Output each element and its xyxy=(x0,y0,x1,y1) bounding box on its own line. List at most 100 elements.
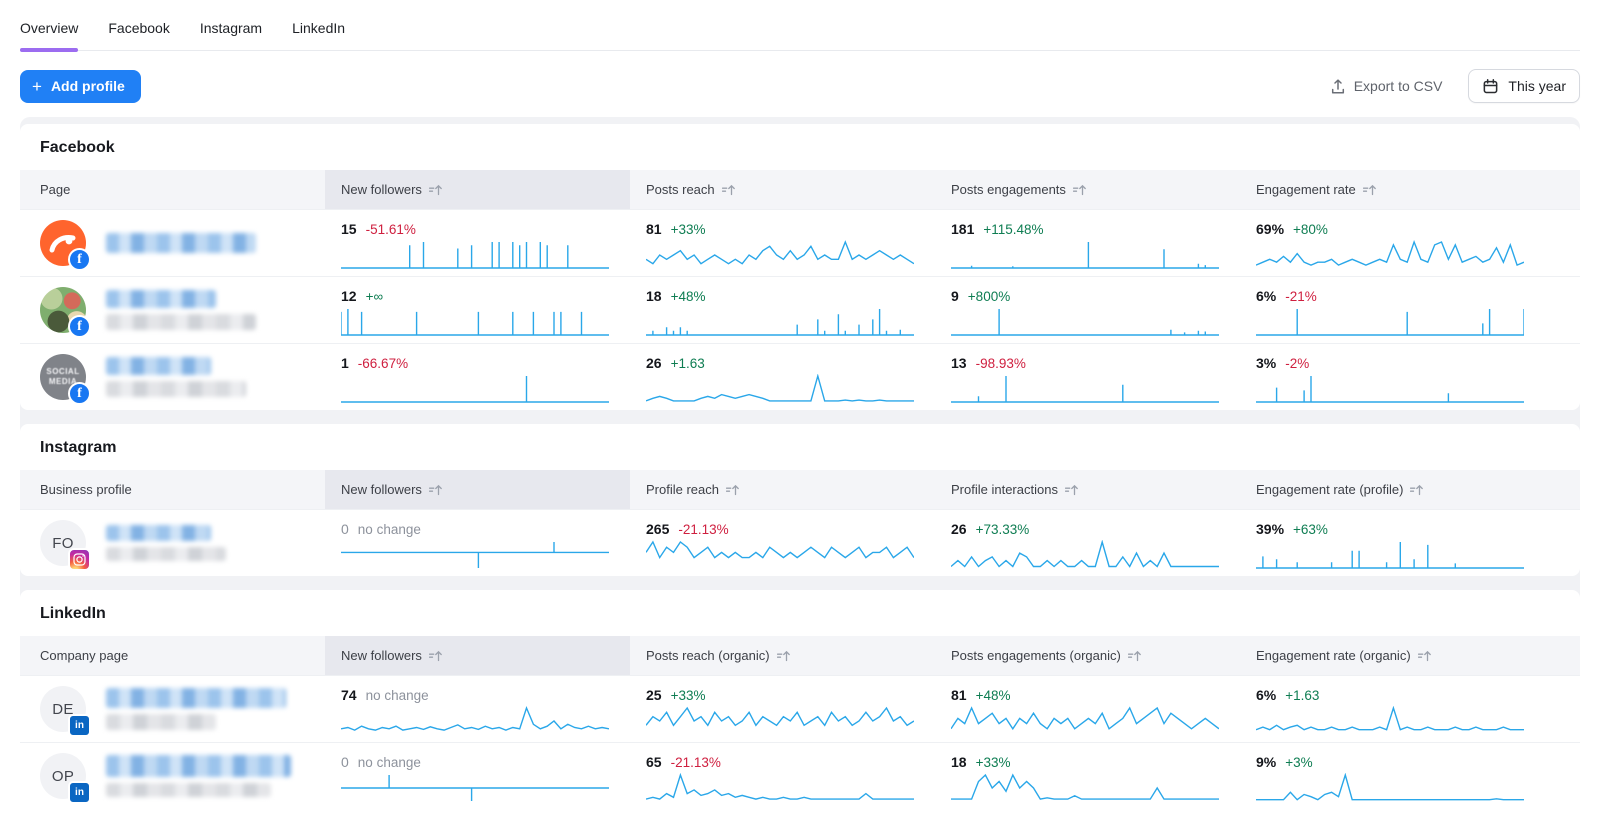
metric-value: 1 xyxy=(341,355,349,371)
metric-top: 6%+1.63 xyxy=(1256,687,1558,703)
column-header-profile-reach[interactable]: Profile reach xyxy=(630,470,935,509)
metric-value: 74 xyxy=(341,687,357,703)
metric-cell-posts-reach: 81+33% xyxy=(630,210,935,276)
profile-avatar: f xyxy=(40,287,86,333)
metric-value: 39% xyxy=(1256,521,1284,537)
sparkline-chart xyxy=(951,540,1219,570)
metric-change: +48% xyxy=(976,688,1011,703)
metric-top: 0no change xyxy=(341,521,608,537)
metric-top: 74no change xyxy=(341,687,608,703)
top-navigation: Overview Facebook Instagram LinkedIn xyxy=(0,0,1600,51)
metric-cell-new-followers: 0no change xyxy=(325,743,630,809)
table-row: SOCIALMEDIAf1-66.67%26+1.6313-98.93%3%-2… xyxy=(20,343,1580,410)
column-header-label: Engagement rate xyxy=(1256,182,1356,197)
column-header-page: Page xyxy=(20,170,325,209)
column-header-profile-interactions[interactable]: Profile interactions xyxy=(935,470,1240,509)
sparkline-chart xyxy=(341,540,609,570)
metric-top: 26+1.63 xyxy=(646,355,913,371)
metric-change: +1.63 xyxy=(1285,688,1319,703)
metric-value: 6% xyxy=(1256,288,1276,304)
metric-cell-profile-reach: 265-21.13% xyxy=(630,510,935,576)
metric-top: 1-66.67% xyxy=(341,355,608,371)
metric-cell-engagement-rate: 6%-21% xyxy=(1240,277,1580,343)
metric-cell-engagement-rate-profile: 39%+63% xyxy=(1240,510,1580,576)
metric-value: 26 xyxy=(951,521,967,537)
metric-cell-new-followers: 12+∞ xyxy=(325,277,630,343)
profile-cell[interactable]: DEin xyxy=(20,676,325,742)
instagram-badge-icon xyxy=(68,548,91,571)
column-header-new-followers[interactable]: New followers xyxy=(325,470,630,509)
sort-icon xyxy=(777,650,791,662)
tab-instagram[interactable]: Instagram xyxy=(200,16,262,50)
metric-top: 39%+63% xyxy=(1256,521,1558,537)
redacted-profile-name xyxy=(106,357,246,397)
metric-value: 181 xyxy=(951,221,974,237)
column-header-label: Profile reach xyxy=(646,482,719,497)
column-header-label: Posts reach xyxy=(646,182,715,197)
metric-cell-engagement-rate: 69%+80% xyxy=(1240,210,1580,276)
section-instagram: InstagramBusiness profileNew followersPr… xyxy=(20,424,1580,576)
export-csv-button[interactable]: Export to CSV xyxy=(1330,78,1443,95)
metric-change: +3% xyxy=(1285,755,1312,770)
profile-cell[interactable]: OPin xyxy=(20,743,325,809)
column-header-posts-reach-organic[interactable]: Posts reach (organic) xyxy=(630,636,935,675)
metric-value: 13 xyxy=(951,355,967,371)
sparkline-chart xyxy=(1256,773,1524,803)
metric-value: 81 xyxy=(951,687,967,703)
metric-value: 9 xyxy=(951,288,959,304)
metric-top: 181+115.48% xyxy=(951,221,1218,237)
sparkline-chart xyxy=(646,374,914,404)
metric-cell-posts-engagements: 13-98.93% xyxy=(935,344,1240,410)
metric-value: 25 xyxy=(646,687,662,703)
add-profile-button[interactable]: + Add profile xyxy=(20,70,141,103)
tab-linkedin[interactable]: LinkedIn xyxy=(292,16,345,50)
tab-bar: Overview Facebook Instagram LinkedIn xyxy=(20,16,1580,51)
profile-cell[interactable]: f xyxy=(20,210,325,276)
redacted-text-line xyxy=(106,290,216,308)
column-header-engagement-rate-organic[interactable]: Engagement rate (organic) xyxy=(1240,636,1580,675)
metric-value: 81 xyxy=(646,221,662,237)
column-header-label: Posts reach (organic) xyxy=(646,648,770,663)
metric-change: -2% xyxy=(1285,356,1309,371)
column-header-engagement-rate[interactable]: Engagement rate xyxy=(1240,170,1580,209)
sparkline-chart xyxy=(951,240,1219,270)
sparkline-chart xyxy=(951,374,1219,404)
metric-cell-new-followers: 15-51.61% xyxy=(325,210,630,276)
metric-top: 265-21.13% xyxy=(646,521,913,537)
metric-value: 9% xyxy=(1256,754,1276,770)
column-header-posts-engagements[interactable]: Posts engagements xyxy=(935,170,1240,209)
sort-icon xyxy=(1418,650,1432,662)
column-header-engagement-rate-profile[interactable]: Engagement rate (profile) xyxy=(1240,470,1580,509)
sparkline-chart xyxy=(951,773,1219,803)
column-header-new-followers[interactable]: New followers xyxy=(325,636,630,675)
column-header-posts-engagements-organic[interactable]: Posts engagements (organic) xyxy=(935,636,1240,675)
section-title: Facebook xyxy=(20,124,1580,170)
profile-cell[interactable]: FO xyxy=(20,510,325,576)
profile-cell[interactable]: f xyxy=(20,277,325,343)
export-csv-label: Export to CSV xyxy=(1354,78,1443,94)
metric-cell-posts-reach-organic: 25+33% xyxy=(630,676,935,742)
metric-cell-posts-engagements: 9+800% xyxy=(935,277,1240,343)
tab-facebook[interactable]: Facebook xyxy=(108,16,169,50)
metric-cell-new-followers: 74no change xyxy=(325,676,630,742)
sort-icon xyxy=(429,650,443,662)
metric-value: 69% xyxy=(1256,221,1284,237)
date-range-button[interactable]: This year xyxy=(1468,69,1580,103)
metric-cell-posts-engagements: 181+115.48% xyxy=(935,210,1240,276)
sparkline-chart xyxy=(951,307,1219,337)
add-profile-label: Add profile xyxy=(51,78,125,94)
linkedin-badge-icon: in xyxy=(68,781,91,804)
metric-change: -21.13% xyxy=(671,755,721,770)
profile-cell[interactable]: SOCIALMEDIAf xyxy=(20,344,325,410)
column-header-new-followers[interactable]: New followers xyxy=(325,170,630,209)
table-header-row: Company pageNew followersPosts reach (or… xyxy=(20,636,1580,675)
metric-top: 81+33% xyxy=(646,221,913,237)
redacted-text-line xyxy=(106,233,256,253)
tab-overview[interactable]: Overview xyxy=(20,16,78,50)
column-header-posts-reach[interactable]: Posts reach xyxy=(630,170,935,209)
redacted-text-line xyxy=(106,688,286,708)
redacted-text-line xyxy=(106,547,226,561)
metric-value: 15 xyxy=(341,221,357,237)
sparkline-chart xyxy=(341,374,609,404)
plus-icon: + xyxy=(32,78,42,95)
